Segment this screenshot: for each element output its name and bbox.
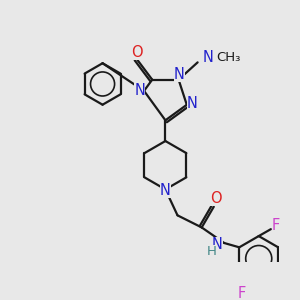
Text: N: N bbox=[187, 95, 197, 110]
Text: N: N bbox=[212, 237, 223, 252]
Text: O: O bbox=[210, 191, 221, 206]
Text: N: N bbox=[202, 50, 213, 65]
Text: O: O bbox=[131, 44, 142, 59]
Text: F: F bbox=[237, 286, 246, 300]
Text: F: F bbox=[272, 218, 280, 233]
Text: CH₃: CH₃ bbox=[217, 51, 241, 64]
Text: H: H bbox=[207, 245, 217, 258]
Text: N: N bbox=[160, 183, 171, 198]
Text: N: N bbox=[134, 82, 145, 98]
Text: N: N bbox=[174, 67, 185, 82]
